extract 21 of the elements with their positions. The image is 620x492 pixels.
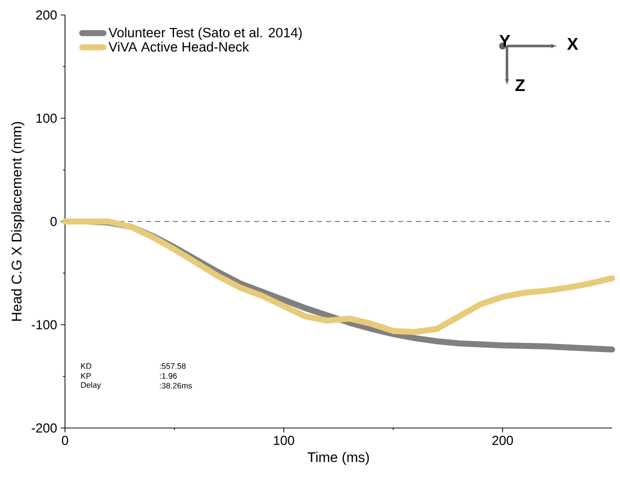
y-tick-label: -100	[32, 320, 57, 330]
y-tick-label: 0	[50, 216, 57, 226]
x-tick-label: 0	[62, 436, 68, 446]
y-axis-title: Head C.G X Displacement (mm)	[11, 122, 24, 321]
legend-label: Volunteer Test (Sato et al. 2014)	[108, 27, 302, 40]
legend-label: ViVA Active Head-Neck	[108, 42, 250, 52]
x-axis-title: Time (ms)	[308, 452, 369, 465]
y-tick-label: 200	[36, 10, 57, 20]
y-tick-label: -200	[32, 423, 57, 433]
annotation: :557.58	[160, 363, 186, 369]
x-tick-label: 200	[492, 436, 513, 446]
annotation: KD	[81, 363, 92, 369]
annotation: :38.26ms	[160, 382, 192, 388]
annotation: Y	[499, 34, 510, 47]
annotation: :1.96	[160, 373, 177, 379]
y-tick-label: 100	[36, 114, 57, 123]
annotation: KP	[81, 373, 91, 379]
annotation: X	[567, 38, 578, 50]
annotation: Delay	[81, 382, 101, 390]
annotation: Z	[515, 79, 525, 92]
x-tick-label: 100	[274, 436, 294, 446]
